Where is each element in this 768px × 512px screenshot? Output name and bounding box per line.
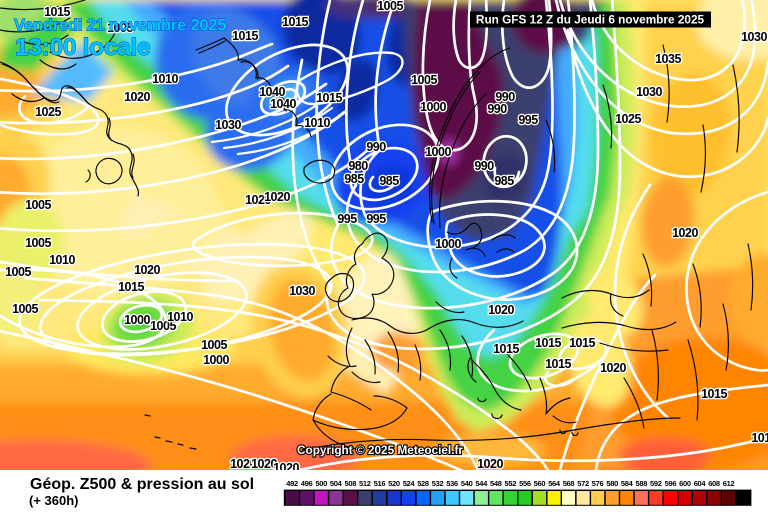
svg-text:1020: 1020 [251, 457, 277, 471]
svg-text:1015: 1015 [701, 387, 727, 401]
svg-text:1015: 1015 [118, 280, 144, 294]
svg-text:540: 540 [461, 479, 473, 488]
svg-text:1015: 1015 [316, 91, 342, 105]
svg-text:612: 612 [723, 479, 735, 488]
svg-text:572: 572 [577, 479, 589, 488]
svg-text:1005: 1005 [25, 198, 51, 212]
svg-text:1000: 1000 [203, 353, 229, 367]
svg-text:1015: 1015 [545, 357, 571, 371]
svg-text:1020: 1020 [477, 457, 503, 471]
svg-text:Vendredi 21 novembre 2025: Vendredi 21 novembre 2025 [14, 17, 226, 35]
svg-text:1005: 1005 [107, 21, 133, 35]
svg-text:532: 532 [432, 479, 444, 488]
svg-text:1015: 1015 [282, 15, 308, 29]
svg-text:560: 560 [534, 479, 546, 488]
svg-text:1020: 1020 [600, 361, 626, 375]
svg-text:Copyright © 2025 Meteociel.fr: Copyright © 2025 Meteociel.fr [297, 443, 463, 457]
svg-text:1025: 1025 [615, 112, 641, 126]
svg-text:1015: 1015 [535, 336, 561, 350]
svg-text:1005: 1005 [12, 302, 38, 316]
svg-text:1010: 1010 [152, 72, 178, 86]
svg-text:528: 528 [417, 479, 429, 488]
svg-text:492: 492 [286, 479, 298, 488]
svg-text:990: 990 [474, 159, 494, 173]
svg-text:1010: 1010 [49, 253, 75, 267]
svg-text:1035: 1035 [655, 52, 681, 66]
svg-text:995: 995 [518, 113, 538, 127]
svg-text:584: 584 [621, 479, 634, 488]
svg-text:990: 990 [366, 140, 386, 154]
svg-text:1000: 1000 [435, 237, 461, 251]
svg-text:1000: 1000 [124, 313, 150, 327]
svg-text:1040: 1040 [270, 97, 296, 111]
svg-text:1020: 1020 [273, 461, 299, 475]
svg-text:1010: 1010 [167, 310, 193, 324]
svg-text:500: 500 [315, 479, 327, 488]
svg-text:1015: 1015 [493, 342, 519, 356]
svg-text:568: 568 [563, 479, 575, 488]
svg-text:980: 980 [348, 159, 368, 173]
svg-text:1030: 1030 [215, 118, 241, 132]
svg-text:564: 564 [548, 479, 561, 488]
svg-text:556: 556 [519, 479, 531, 488]
svg-text:512: 512 [359, 479, 371, 488]
svg-text:985: 985 [344, 172, 364, 186]
svg-text:508: 508 [344, 479, 356, 488]
svg-text:588: 588 [635, 479, 647, 488]
svg-text:1015: 1015 [44, 5, 70, 19]
svg-text:592: 592 [650, 479, 662, 488]
svg-text:1030: 1030 [741, 30, 767, 44]
svg-text:1005: 1005 [201, 338, 227, 352]
svg-text:520: 520 [388, 479, 400, 488]
svg-text:1020: 1020 [134, 263, 160, 277]
svg-text:1000: 1000 [420, 100, 446, 114]
svg-text:1005: 1005 [150, 319, 176, 333]
svg-text:1020: 1020 [264, 190, 290, 204]
svg-text:580: 580 [606, 479, 618, 488]
svg-text:596: 596 [665, 479, 677, 488]
svg-text:504: 504 [330, 479, 343, 488]
svg-text:1010: 1010 [304, 116, 330, 130]
svg-text:576: 576 [592, 479, 604, 488]
svg-text:1025: 1025 [245, 193, 271, 207]
svg-text:604: 604 [694, 479, 707, 488]
svg-text:524: 524 [403, 479, 416, 488]
svg-text:995: 995 [366, 212, 386, 226]
svg-text:544: 544 [475, 479, 488, 488]
svg-text:995: 995 [337, 212, 357, 226]
svg-text:1030: 1030 [289, 284, 315, 298]
svg-text:13:00 locale: 13:00 locale [15, 34, 150, 61]
svg-text:536: 536 [446, 479, 458, 488]
svg-text:608: 608 [708, 479, 720, 488]
svg-text:1020: 1020 [672, 226, 698, 240]
svg-text:990: 990 [487, 102, 507, 116]
svg-text:1040: 1040 [259, 85, 285, 99]
svg-text:1005: 1005 [25, 236, 51, 250]
svg-text:1000: 1000 [425, 145, 451, 159]
svg-text:1025: 1025 [35, 105, 61, 119]
svg-text:1005: 1005 [377, 0, 403, 13]
svg-text:985: 985 [379, 174, 399, 188]
svg-text:Géop. Z500 & pression au sol: Géop. Z500 & pression au sol [30, 476, 254, 493]
svg-text:1020: 1020 [124, 90, 150, 104]
svg-text:(+ 360h): (+ 360h) [29, 493, 79, 508]
svg-text:101: 101 [751, 431, 768, 445]
svg-text:600: 600 [679, 479, 691, 488]
svg-text:516: 516 [374, 479, 386, 488]
svg-text:1020: 1020 [230, 457, 256, 471]
svg-text:1020: 1020 [488, 303, 514, 317]
svg-text:1030: 1030 [636, 85, 662, 99]
svg-text:1005: 1005 [411, 73, 437, 87]
svg-text:548: 548 [490, 479, 502, 488]
svg-text:1005: 1005 [5, 265, 31, 279]
svg-text:1015: 1015 [569, 336, 595, 350]
svg-text:552: 552 [504, 479, 516, 488]
svg-text:990: 990 [495, 90, 515, 104]
svg-text:Run GFS 12 Z du Jeudi 6 novemb: Run GFS 12 Z du Jeudi 6 novembre 2025 [476, 13, 705, 27]
svg-text:985: 985 [494, 174, 514, 188]
svg-text:496: 496 [301, 479, 313, 488]
svg-text:1015: 1015 [232, 29, 258, 43]
